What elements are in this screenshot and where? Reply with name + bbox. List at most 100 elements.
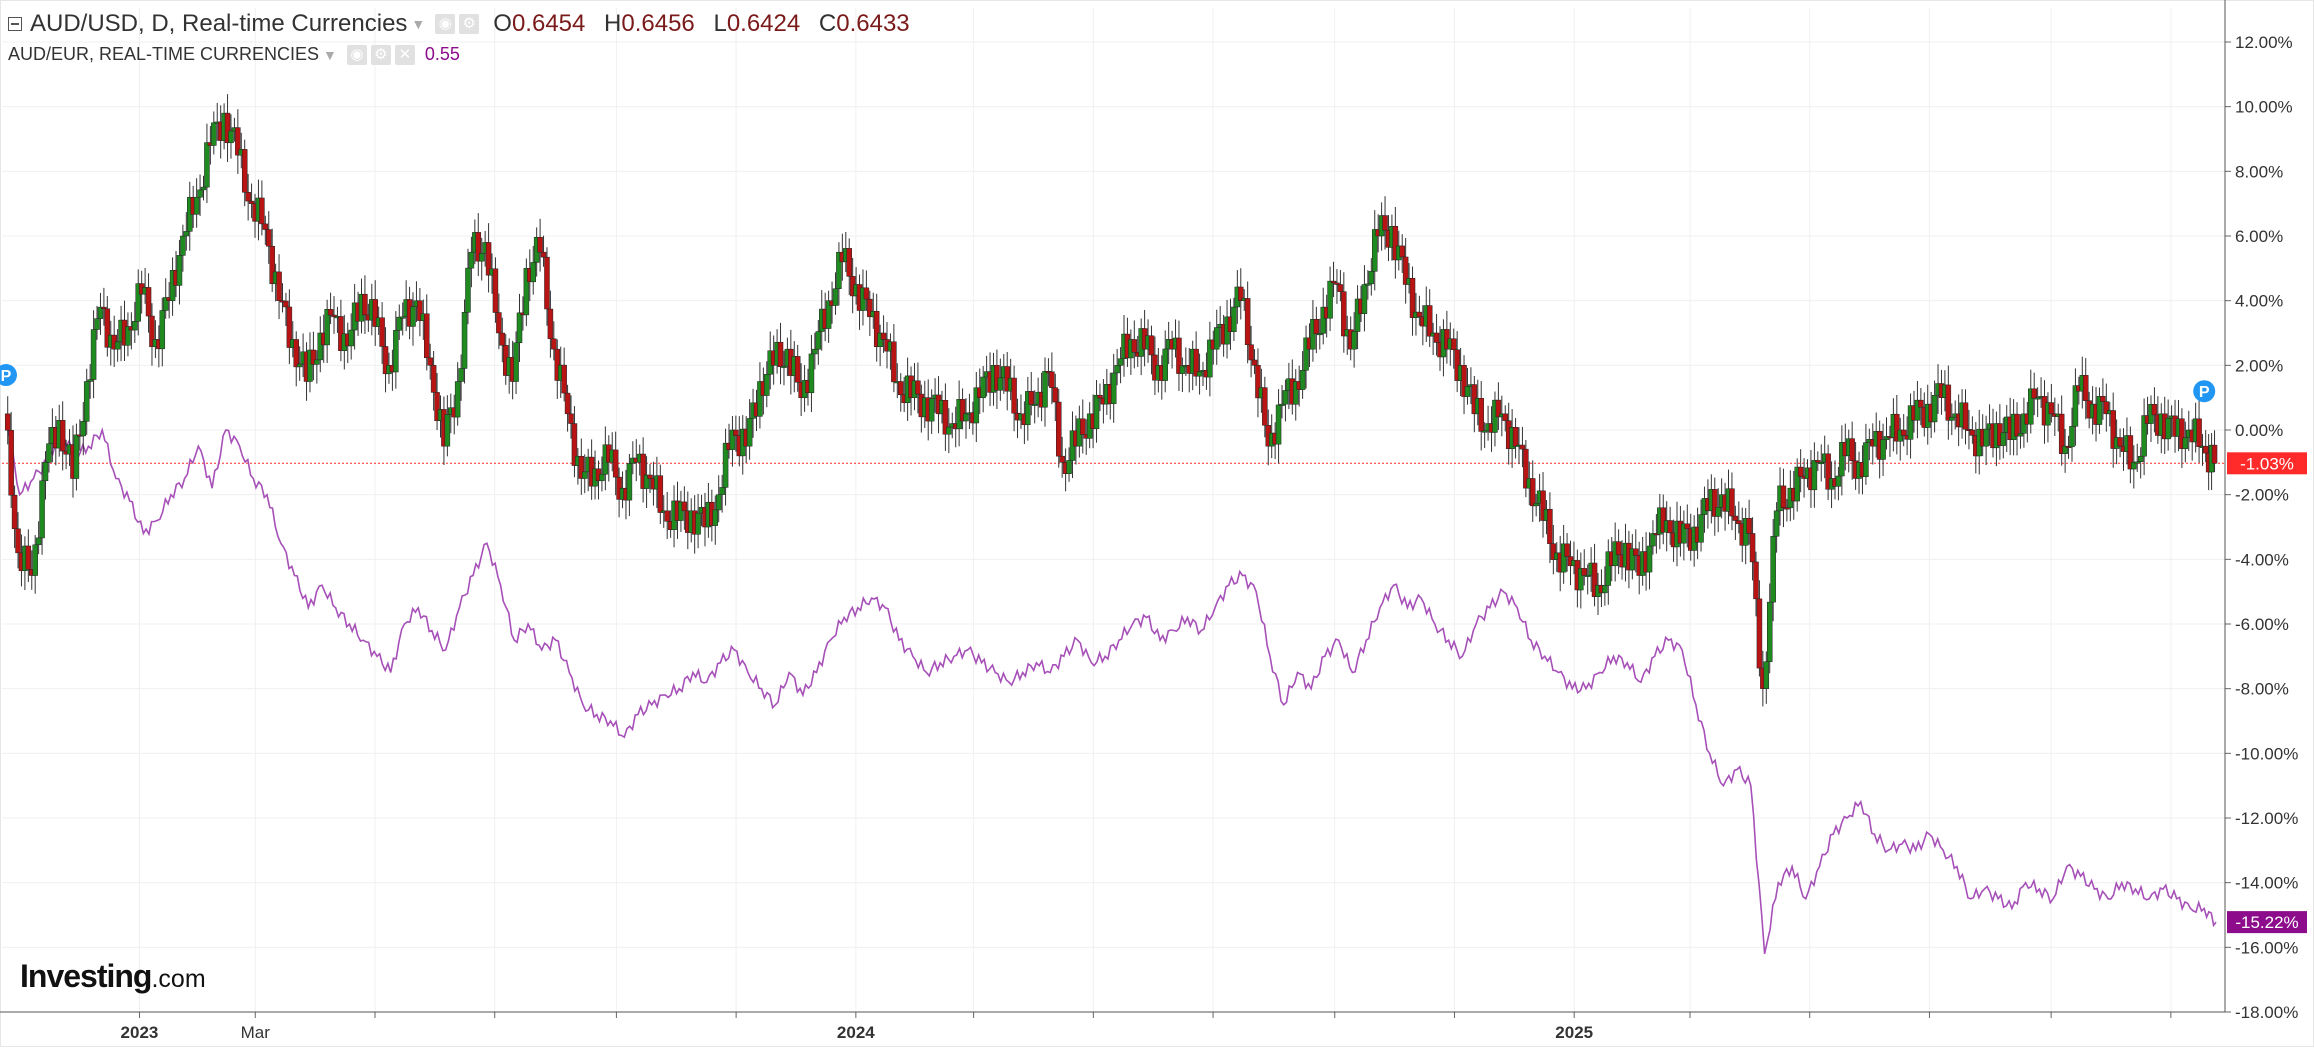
candle xyxy=(1341,272,1347,353)
candle-body xyxy=(547,308,554,340)
candle xyxy=(781,350,787,386)
candle xyxy=(712,495,719,545)
y-tick-label: -16.00% xyxy=(2235,938,2298,957)
candle xyxy=(204,123,210,204)
candle-body xyxy=(241,149,248,193)
candle-body xyxy=(877,332,883,347)
candle xyxy=(1371,210,1378,291)
candle-body xyxy=(757,381,763,417)
candle xyxy=(90,310,97,399)
candle xyxy=(104,296,111,357)
candle-body xyxy=(1962,402,1969,430)
candle-body xyxy=(1461,365,1467,397)
compare-title[interactable]: AUD/EUR, REAL-TIME CURRENCIES xyxy=(8,44,320,64)
candle xyxy=(478,237,485,281)
candle xyxy=(125,312,131,357)
candle xyxy=(812,332,818,370)
candle-body xyxy=(1330,280,1337,284)
candle xyxy=(1354,285,1361,349)
candle xyxy=(1736,501,1742,534)
candle xyxy=(897,373,904,412)
candle-body xyxy=(513,342,519,382)
candle xyxy=(187,181,193,251)
candle xyxy=(410,292,416,346)
candle xyxy=(314,350,320,384)
y-tick-label: 8.00% xyxy=(2235,162,2283,181)
candle-body xyxy=(537,237,543,253)
candle-body xyxy=(1148,335,1155,356)
candle-body xyxy=(2179,418,2185,449)
candle-body xyxy=(1117,358,1124,366)
close-icon[interactable]: ✕ xyxy=(394,44,415,65)
y-tick-label: 10.00% xyxy=(2235,98,2293,117)
candle xyxy=(1279,384,1285,419)
event-marker[interactable]: P xyxy=(2193,380,2216,403)
ohlc-open-value: 0.6454 xyxy=(511,10,586,37)
candle-body xyxy=(145,287,152,317)
candle-body xyxy=(1433,332,1440,343)
candle xyxy=(2127,426,2134,484)
candle-body xyxy=(1712,489,1718,517)
y-tick-label: -12.00% xyxy=(2235,809,2298,828)
candle-body xyxy=(2182,437,2189,449)
candle-body xyxy=(1251,359,1258,366)
candle-body xyxy=(516,312,523,343)
candle xyxy=(8,411,14,509)
candle xyxy=(1402,237,1409,304)
candle xyxy=(176,239,183,305)
candle-body xyxy=(1667,520,1673,534)
candle-body xyxy=(1495,399,1502,418)
candle-body xyxy=(1650,533,1656,547)
chevron-down-icon[interactable]: ▼ xyxy=(323,46,337,63)
symbol-title[interactable]: AUD/USD, D, Real-time Currencies xyxy=(30,10,408,37)
candle-body xyxy=(1766,601,1773,662)
candle xyxy=(1742,508,1749,565)
candle-body xyxy=(997,377,1004,391)
candle xyxy=(1523,439,1529,498)
candle-body xyxy=(1080,418,1086,435)
candle xyxy=(1835,466,1842,501)
candle xyxy=(1031,390,1038,424)
event-marker[interactable]: P xyxy=(0,364,17,387)
candle-body xyxy=(980,376,986,398)
candle-body xyxy=(434,392,440,421)
candle-body xyxy=(1629,548,1636,571)
candle-body xyxy=(259,197,265,225)
candle-body xyxy=(794,356,801,383)
gear-icon[interactable]: ⚙ xyxy=(459,14,480,34)
candle xyxy=(2017,414,2024,449)
candle xyxy=(863,270,870,312)
candle xyxy=(2134,443,2140,472)
candle-body xyxy=(314,359,320,365)
last-value-label: -1.03% xyxy=(2240,454,2294,473)
candle-body xyxy=(2151,404,2158,416)
chevron-down-icon[interactable]: ▼ xyxy=(411,16,426,32)
candle xyxy=(1131,320,1138,369)
candle xyxy=(1426,289,1433,348)
gear-icon[interactable]: ⚙ xyxy=(370,44,391,65)
candle-body xyxy=(891,341,897,383)
candle-body xyxy=(1894,413,1900,442)
eye-icon[interactable]: ◉ xyxy=(346,44,367,65)
candle-body xyxy=(1361,284,1368,314)
candle xyxy=(1633,529,1639,573)
candle-body xyxy=(942,400,949,435)
candle xyxy=(197,174,203,216)
candle-body xyxy=(1684,523,1691,530)
candle-body xyxy=(1729,488,1735,517)
candle xyxy=(1492,391,1498,447)
compare-value: 0.55 xyxy=(424,44,460,64)
candle xyxy=(73,423,80,491)
candle-body xyxy=(1698,514,1704,543)
eye-icon[interactable]: ◉ xyxy=(435,14,456,34)
marker-badge-icon xyxy=(0,364,17,387)
candle-body xyxy=(94,318,100,330)
candle-body xyxy=(15,528,21,554)
collapse-icon[interactable] xyxy=(8,17,22,31)
candle xyxy=(1337,269,1344,302)
candle-body xyxy=(1969,429,1976,436)
candle-body xyxy=(1275,404,1282,445)
candle-body xyxy=(1162,348,1168,381)
candle xyxy=(1238,268,1244,320)
